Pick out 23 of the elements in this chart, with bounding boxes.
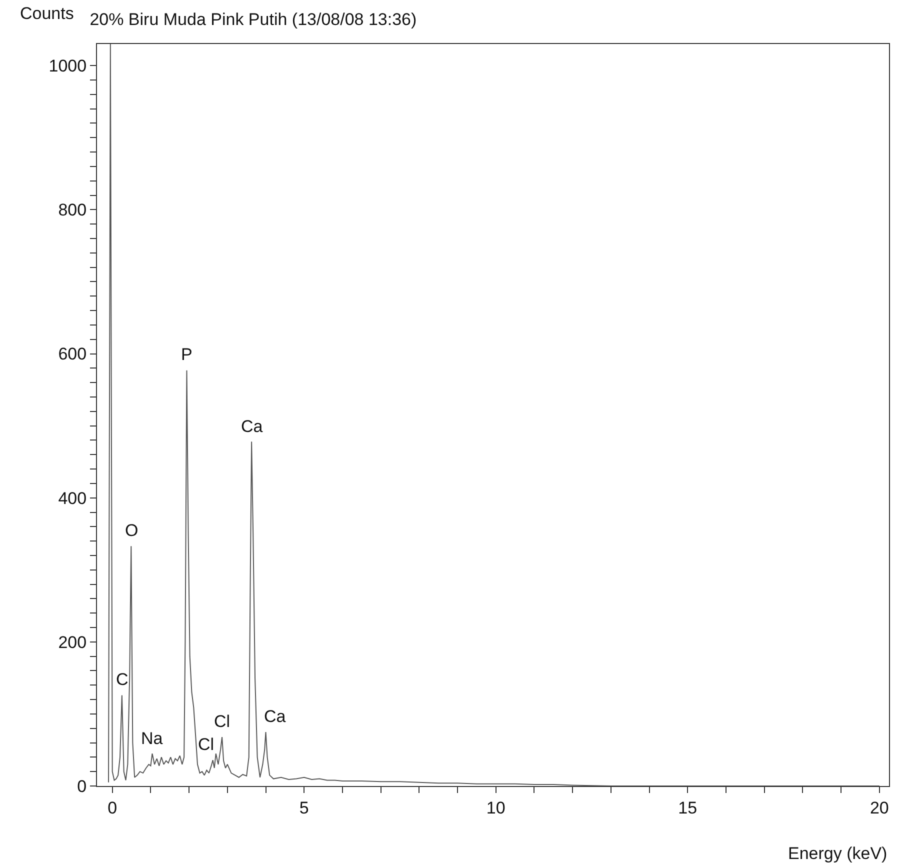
annotation: O [125, 521, 138, 540]
annotation: Cl [214, 712, 230, 731]
y-tick-label: 800 [58, 200, 87, 220]
annotation: Ca [241, 417, 264, 436]
annotation: Cl [198, 735, 214, 754]
annotation: P [181, 345, 192, 364]
y-tick-label: 1000 [48, 56, 87, 76]
x-tick-label: 15 [678, 798, 698, 818]
x-tick-label: 5 [299, 798, 309, 818]
x-axis-title: Energy (keV) [788, 844, 888, 863]
y-axis-title: Counts [20, 4, 74, 23]
y-tick-label: 200 [58, 632, 87, 652]
chart-title: 20% Biru Muda Pink Putih (13/08/08 13:36) [90, 10, 417, 29]
x-tick-label: 20 [870, 798, 889, 818]
x-tick-label: 0 [108, 798, 118, 818]
annotation: Na [141, 729, 164, 748]
line-series [108, 44, 880, 786]
y-tick-label: 600 [58, 344, 87, 364]
y-tick-label: 400 [58, 488, 87, 508]
annotation: C [116, 670, 128, 689]
y-tick-label: 0 [77, 776, 87, 796]
annotation: Ca [264, 707, 286, 726]
x-tick-label: 10 [486, 798, 506, 818]
